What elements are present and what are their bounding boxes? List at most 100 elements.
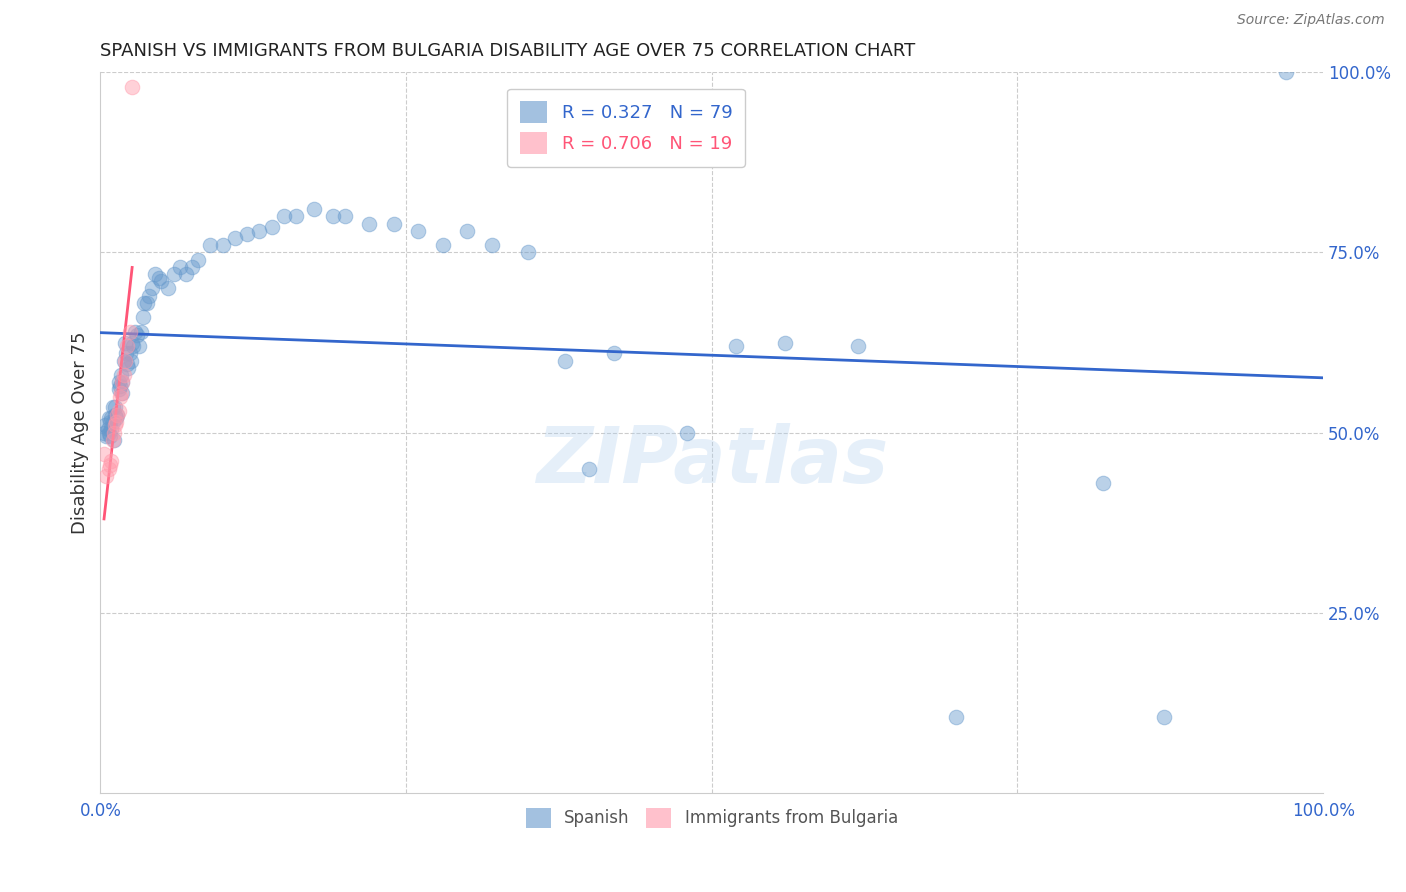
Point	[359, 217, 381, 231]
Point	[108, 378, 131, 392]
Point	[211, 238, 233, 252]
Point	[125, 328, 148, 343]
Point	[117, 339, 139, 353]
Point	[117, 357, 139, 371]
Point	[111, 375, 134, 389]
Text: ZIPatlas: ZIPatlas	[536, 424, 887, 500]
Point	[322, 210, 344, 224]
Point	[121, 335, 143, 350]
Point	[148, 270, 170, 285]
Point	[107, 408, 129, 422]
Point	[98, 429, 121, 443]
Point	[260, 220, 283, 235]
Point	[124, 325, 146, 339]
Point	[456, 224, 478, 238]
Point	[97, 422, 120, 436]
Point	[725, 339, 748, 353]
Point	[406, 224, 429, 238]
Point	[97, 461, 120, 475]
Point	[96, 468, 118, 483]
Point	[94, 418, 117, 433]
Point	[200, 238, 222, 252]
Point	[224, 231, 246, 245]
Point	[676, 425, 699, 440]
Point	[174, 267, 197, 281]
Point	[247, 224, 270, 238]
Point	[236, 227, 259, 242]
Point	[114, 353, 136, 368]
Point	[98, 415, 121, 429]
Legend: Spanish, Immigrants from Bulgaria: Spanish, Immigrants from Bulgaria	[519, 801, 904, 835]
Point	[129, 325, 152, 339]
Text: Source: ZipAtlas.com: Source: ZipAtlas.com	[1237, 13, 1385, 28]
Point	[481, 238, 503, 252]
Point	[848, 339, 870, 353]
Point	[304, 202, 326, 217]
Point	[93, 447, 115, 461]
Point	[333, 210, 356, 224]
Point	[118, 346, 141, 360]
Point	[181, 260, 204, 274]
Point	[101, 433, 124, 447]
Point	[107, 375, 129, 389]
Point	[135, 296, 157, 310]
Point	[104, 418, 127, 433]
Point	[118, 325, 141, 339]
Point	[273, 210, 295, 224]
Point	[187, 252, 209, 267]
Point	[773, 335, 796, 350]
Point	[105, 415, 128, 429]
Point	[517, 245, 540, 260]
Point	[134, 296, 156, 310]
Point	[163, 267, 186, 281]
Point	[1153, 710, 1175, 724]
Point	[101, 415, 124, 429]
Point	[100, 454, 122, 468]
Point	[103, 425, 125, 440]
Point	[100, 411, 122, 425]
Point	[104, 408, 127, 422]
Point	[132, 310, 155, 325]
Point	[97, 425, 120, 440]
Point	[111, 386, 134, 401]
Point	[432, 238, 454, 252]
Point	[101, 401, 124, 415]
Point	[104, 401, 127, 415]
Point	[117, 360, 139, 375]
Point	[138, 288, 160, 302]
Point	[98, 458, 121, 472]
Point	[110, 386, 132, 401]
Point	[145, 267, 167, 281]
Point	[156, 281, 179, 295]
Point	[108, 390, 131, 404]
Point	[169, 260, 191, 274]
Point	[107, 382, 129, 396]
Point	[103, 433, 125, 447]
Point	[97, 411, 120, 425]
Point	[578, 461, 600, 475]
Point	[112, 368, 135, 382]
Point	[554, 353, 576, 368]
Point	[285, 210, 308, 224]
Point	[945, 710, 967, 724]
Point	[100, 422, 122, 436]
Y-axis label: Disability Age Over 75: Disability Age Over 75	[72, 331, 89, 533]
Point	[141, 281, 163, 295]
Point	[121, 79, 143, 94]
Point	[382, 217, 405, 231]
Point	[107, 408, 129, 422]
Point	[128, 339, 150, 353]
Point	[603, 346, 626, 360]
Point	[115, 346, 138, 360]
Point	[111, 375, 134, 389]
Point	[150, 274, 173, 288]
Point	[105, 411, 128, 425]
Point	[1092, 475, 1115, 490]
Point	[114, 335, 136, 350]
Text: SPANISH VS IMMIGRANTS FROM BULGARIA DISABILITY AGE OVER 75 CORRELATION CHART: SPANISH VS IMMIGRANTS FROM BULGARIA DISA…	[100, 42, 915, 60]
Point	[110, 368, 132, 382]
Point	[107, 404, 129, 418]
Point	[96, 429, 118, 443]
Point	[93, 425, 115, 440]
Point	[1275, 65, 1298, 79]
